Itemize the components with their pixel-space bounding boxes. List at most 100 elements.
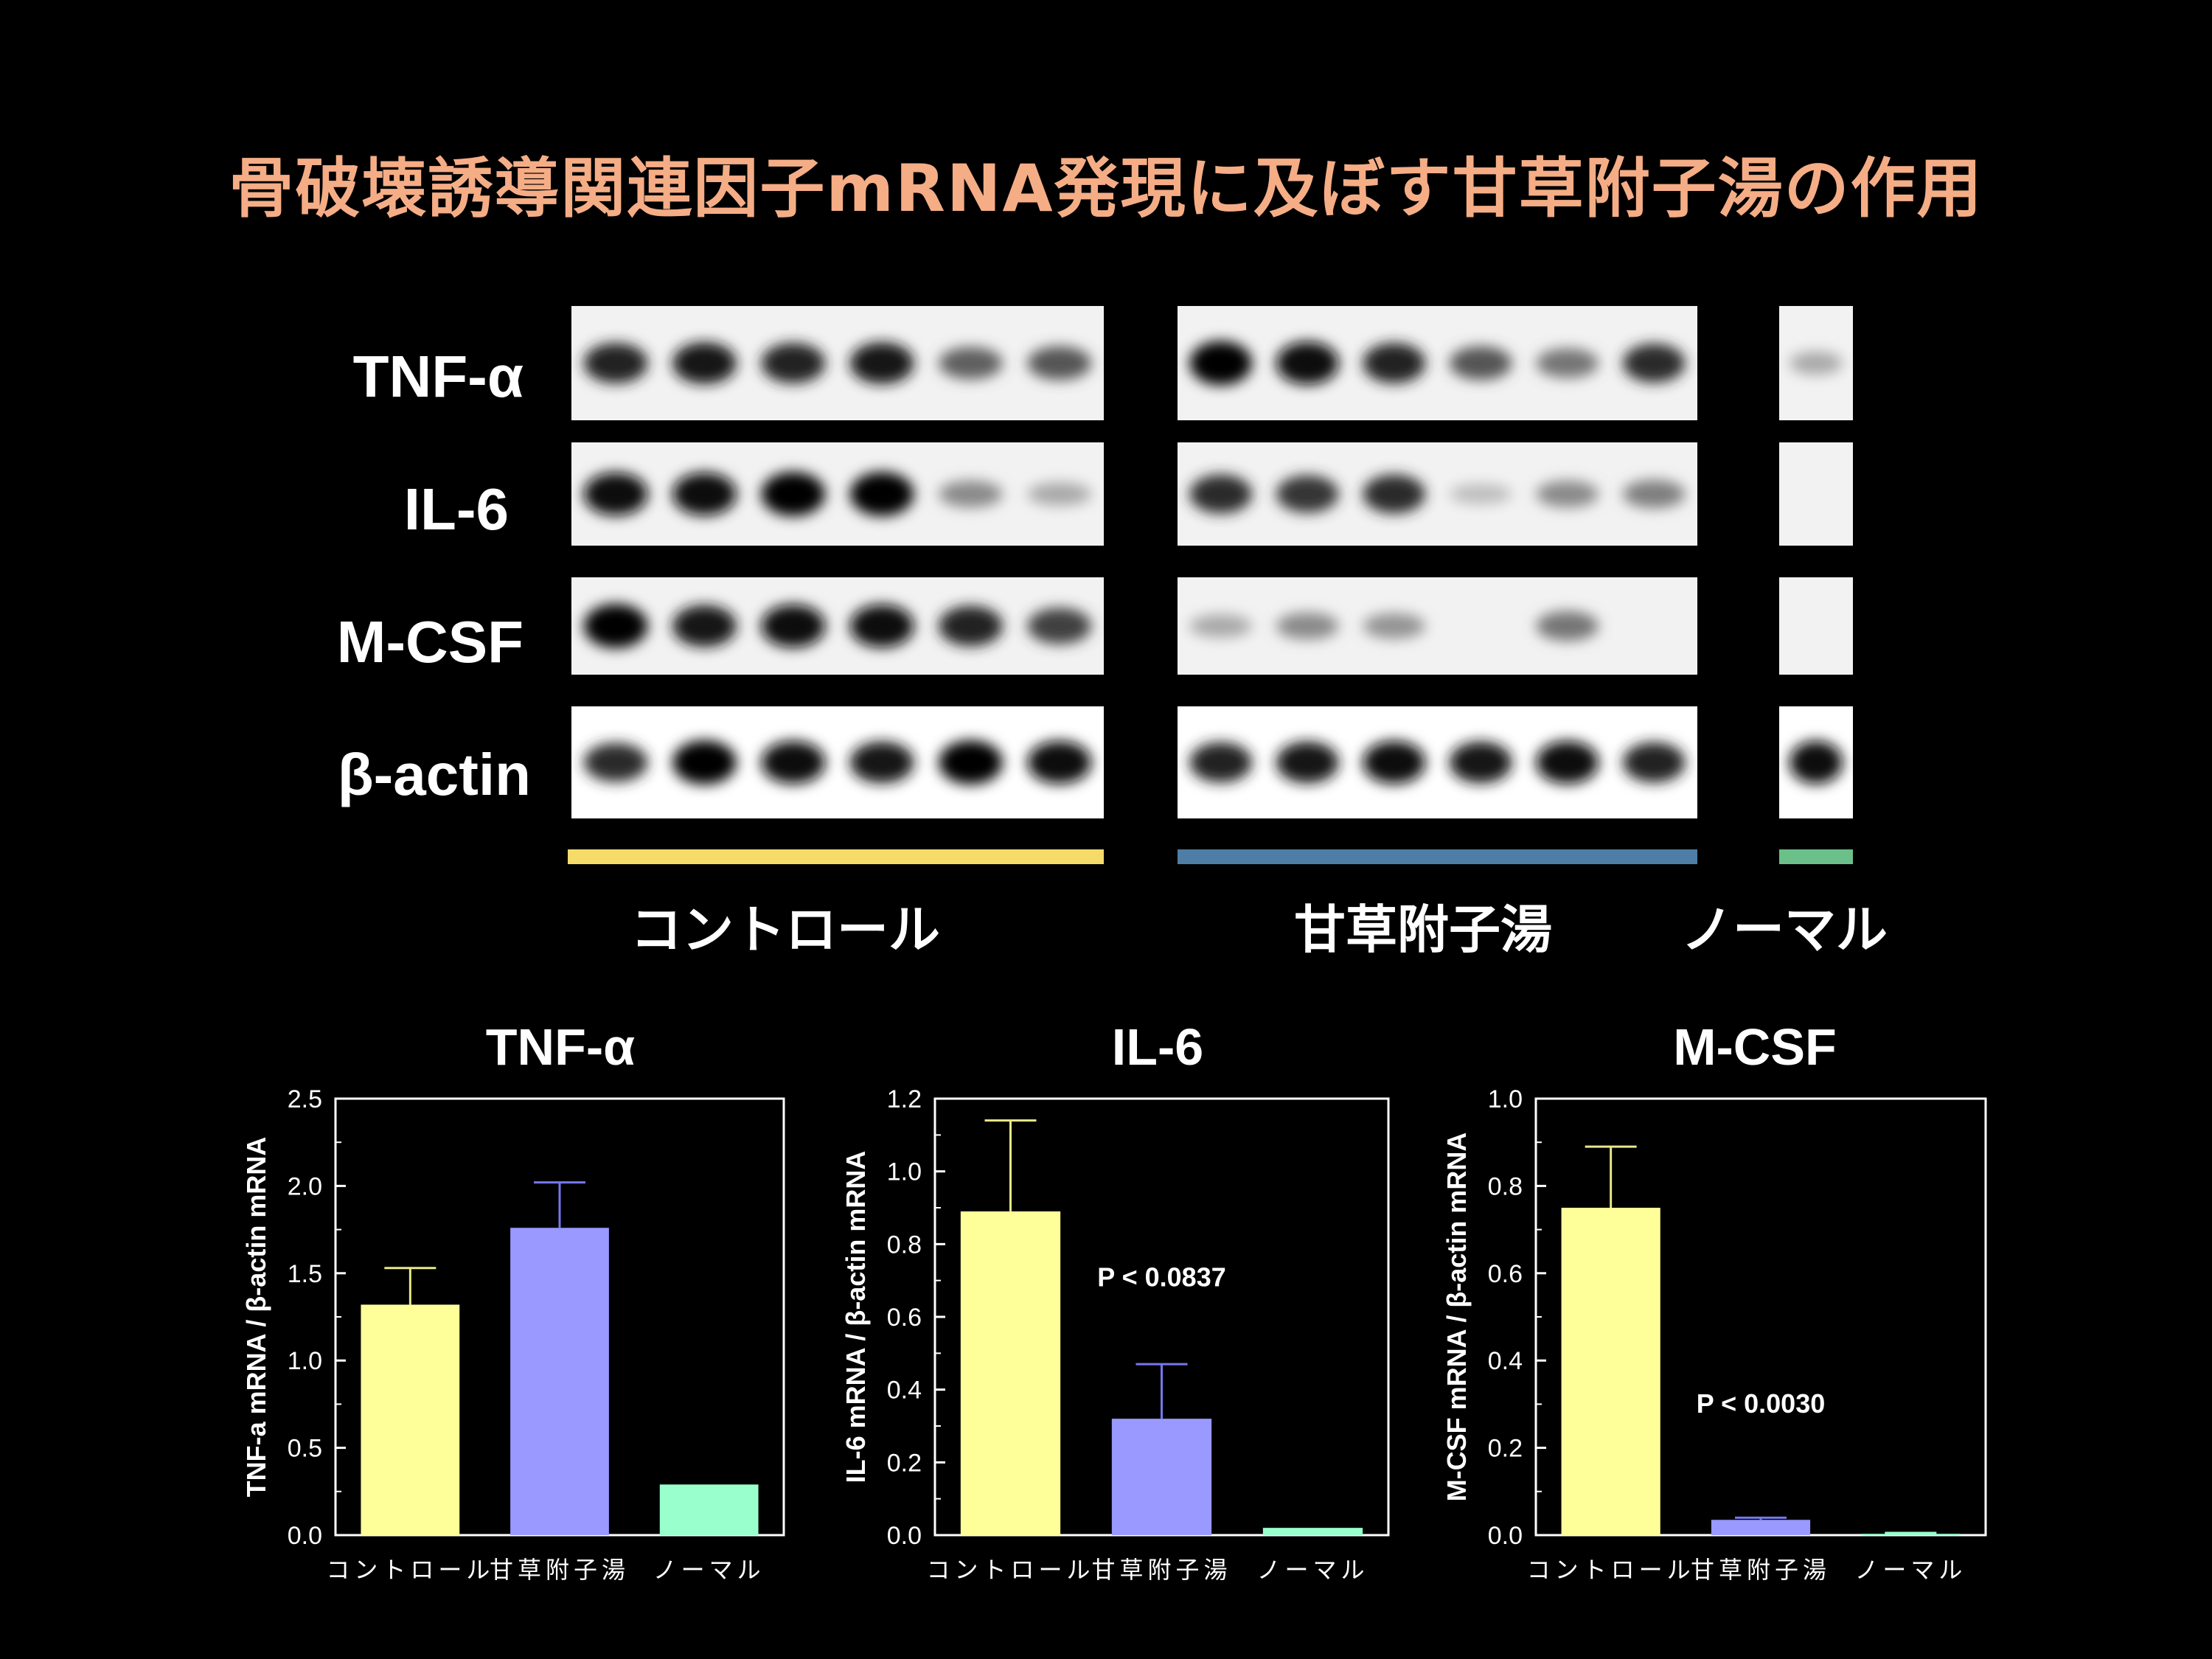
bar-chart: 0.0 0.2 0.4 0.6 0.8 1.0 1.2 IL-6 mRNA / β-actin… [841, 1085, 1390, 1583]
y-tick-label: 0.0 [887, 1522, 922, 1550]
y-tick-label: 2.5 [288, 1085, 322, 1113]
bar [659, 1484, 759, 1535]
y-tick-label: 2.0 [288, 1172, 322, 1200]
y-tick-label: 0.4 [887, 1377, 922, 1405]
bar [960, 1211, 1061, 1535]
chart-title-il6: IL-6 [1111, 1018, 1204, 1076]
blot-band [1276, 475, 1339, 513]
y-tick-label: 0.2 [887, 1449, 922, 1477]
blot-panel [1178, 306, 1697, 420]
blot-band [849, 472, 914, 516]
chart-title-tnf: TNF-α [485, 1018, 636, 1076]
y-tick-label: 1.5 [288, 1260, 322, 1288]
blot-band [1027, 608, 1092, 644]
bar-chart: 0.0 0.5 1.0 1.5 2.0 2.5 TNF-a mRNA / β-actin m… [241, 1085, 785, 1583]
blot-band [1536, 611, 1599, 641]
p-value-annotation: P < 0.0837 [1097, 1262, 1226, 1293]
blot-band [1027, 740, 1092, 785]
group-line-kanzo [1178, 849, 1697, 864]
blot-band [1622, 344, 1686, 383]
bar [510, 1228, 609, 1535]
blot-band [1449, 741, 1512, 784]
blot-label-mcsf: M-CSF [336, 609, 524, 675]
blot-band [1790, 740, 1843, 785]
blot-band [1536, 348, 1599, 378]
blot-panel [571, 442, 1104, 546]
group-line-normal [1779, 849, 1853, 864]
blot-band [1027, 482, 1092, 506]
blot-band [849, 342, 914, 384]
y-tick-label: 1.2 [887, 1085, 922, 1113]
x-tick-label: 甘草附子湯 [1691, 1557, 1831, 1583]
western-blot [571, 306, 1853, 818]
blot-band [1363, 474, 1426, 514]
blot-band [1189, 474, 1253, 514]
blot-band [1276, 341, 1339, 385]
chart-title-mcsf: M-CSF [1673, 1018, 1837, 1076]
blot-band [1622, 479, 1686, 509]
blot-label-il6: IL-6 [403, 476, 509, 542]
blot-band [1189, 341, 1253, 386]
bar [1861, 1534, 1961, 1535]
x-tick-label: コントロール [326, 1557, 494, 1583]
blot-band [761, 472, 826, 516]
bar [361, 1304, 460, 1535]
group-line-control [568, 849, 1104, 864]
x-tick-label: ノーマル [653, 1557, 765, 1583]
y-tick-label: 1.0 [1488, 1085, 1523, 1113]
blot-band [1189, 742, 1253, 783]
blot-band [939, 740, 1003, 785]
blot-band [672, 605, 737, 647]
blot-panel [571, 306, 1104, 420]
blot-band [761, 343, 826, 383]
y-tick-label: 0.5 [288, 1435, 322, 1463]
blot-band [1276, 612, 1339, 640]
y-tick-label: 0.0 [1488, 1522, 1523, 1550]
bar [1711, 1520, 1811, 1535]
blot-band [1276, 741, 1339, 784]
x-tick-label: ノーマル [1256, 1557, 1368, 1583]
y-axis-label: TNF-a mRNA / β-actin mRNA [241, 1137, 271, 1498]
y-tick-label: 0.6 [1488, 1260, 1523, 1288]
blot-band [1363, 740, 1426, 785]
blot-band [1027, 346, 1092, 380]
blot-band [1790, 351, 1843, 375]
blot-label-tnf: TNF-α [352, 344, 524, 409]
y-tick-label: 0.8 [1488, 1172, 1523, 1200]
blot-panel [571, 706, 1104, 818]
blot-band [1536, 740, 1599, 785]
group-label-kanzo: 甘草附子湯 [1294, 900, 1552, 960]
blot-band [1449, 484, 1512, 504]
p-value-annotation: P < 0.0030 [1697, 1388, 1826, 1419]
y-axis-label: M-CSF mRNA / β-actin mRNA [1441, 1133, 1472, 1502]
blot-label-bactin: β-actin [337, 742, 531, 807]
group-label-normal: ノーマル [1681, 900, 1888, 960]
blot-band [849, 741, 914, 784]
bar [1111, 1419, 1212, 1535]
blot-panel [1779, 442, 1853, 546]
blot-panel [571, 577, 1104, 675]
blot-band [583, 604, 648, 648]
x-tick-label: 甘草附子湯 [1091, 1557, 1231, 1583]
x-tick-label: ノーマル [1854, 1557, 1966, 1583]
x-tick-label: コントロール [926, 1557, 1094, 1583]
blot-band [849, 604, 914, 648]
blot-band [1363, 613, 1426, 639]
blot-band [761, 604, 826, 648]
y-tick-label: 0.4 [1488, 1347, 1523, 1375]
blot-band [761, 740, 826, 785]
blot-band [583, 742, 648, 782]
blot-band [583, 472, 648, 516]
bar [1561, 1208, 1660, 1535]
y-tick-label: 0.0 [288, 1522, 322, 1550]
x-tick-label: コントロール [1527, 1557, 1695, 1583]
bar [1262, 1528, 1363, 1535]
blot-band [583, 343, 648, 383]
slide-title: 骨破壊誘導関連因子mRNA発現に及ぼす甘草附子湯の作用 [229, 150, 1983, 226]
blot-panel [1178, 706, 1697, 818]
y-tick-label: 1.0 [887, 1158, 922, 1186]
blot-band [1189, 614, 1253, 638]
x-tick-label: 甘草附子湯 [490, 1557, 630, 1583]
blot-band [1363, 343, 1426, 383]
